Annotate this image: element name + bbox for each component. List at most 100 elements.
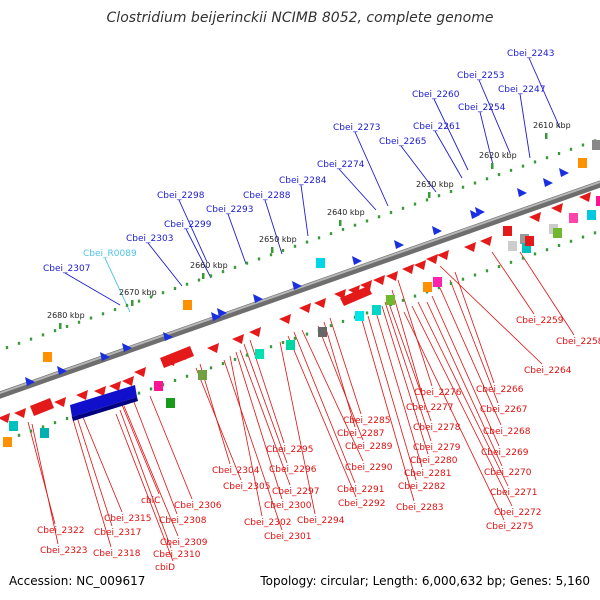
bottom-label-leader [229,355,263,517]
gene-block [355,311,364,321]
bottom-label-leader [75,413,113,527]
tick-dot-outer [41,333,45,337]
top-label-leader [400,145,437,193]
bottom-gene-label: Cbei_2259 [516,316,564,326]
backbone-line [0,180,600,399]
tick-dot-outer [497,173,501,177]
bottom-label-leader [149,395,193,500]
forward-gene-arrow [470,210,480,219]
tick-dot-inner [365,311,369,315]
top-label-leader [264,199,283,255]
bottom-label-leader [397,279,433,387]
top-label-leader [519,93,531,159]
top-gene-label: Cbei_2293 [206,205,253,215]
tick-dot-inner [569,239,573,243]
tick-dot-outer [197,278,201,282]
bottom-label-leader [431,295,500,447]
gene-block [183,300,192,310]
reverse-gene-arrow [232,334,244,344]
gene-block [522,243,531,253]
reverse-gene-arrow [314,298,326,308]
reverse-gene-arrow [464,242,476,252]
bottom-gene-label: Cbei_2268 [483,427,531,437]
forward-gene-arrow [543,178,553,187]
label-leader-lines [27,57,575,562]
forward-gene-arrow [217,308,227,317]
bottom-label-leader [426,301,503,467]
bottom-gene-label: Cbei_2272 [494,508,541,518]
bottom-label-leader [329,317,362,415]
tick-dot-outer [89,316,93,320]
gene-block [154,381,163,391]
tick-dot-inner [269,345,273,349]
bottom-label-leader [243,343,288,464]
tick-dot-outer [377,215,381,219]
genome-backbone [0,180,600,399]
bottom-gene-label: Cbei_2266 [476,385,524,395]
bottom-gene-label: cbiC [141,496,160,506]
tick-dot-inner [497,265,501,269]
backbone-highlight [0,181,600,395]
tick-dot-outer [581,143,585,147]
bottom-gene-label: Cbei_2267 [480,405,527,415]
bottom-gene-label: Cbei_2297 [272,487,319,497]
kbp-tick-mark [131,300,134,306]
tick-dot-inner [185,374,189,378]
tick-dot-outer [557,151,561,155]
tick-dot-inner [209,366,213,370]
bottom-gene-label: Cbei_2323 [40,546,87,556]
tick-dot-inner [521,256,525,260]
reverse-gene-arrow [373,275,385,285]
top-label-leader [185,228,212,279]
top-label-leader [434,130,463,179]
tick-dot-outer [473,181,477,185]
tick-dot-outer [521,164,525,168]
top-gene-label: Cbei_2299 [164,220,212,230]
forward-gene-arrow [394,240,404,249]
forward-gene-arrow [57,366,67,375]
bottom-gene-label: Cbei_2317 [94,528,141,538]
bottom-gene-label: Cbei_2318 [93,549,141,559]
bottom-label-leader [411,305,513,507]
tick-dot-outer [77,320,81,324]
tick-dot-outer [137,299,141,303]
top-label-leader [479,111,494,166]
bottom-label-leader [199,363,231,465]
tick-dot-inner [245,353,249,357]
bottom-label-leader [384,301,432,442]
tick-dot-outer [125,303,129,307]
kbp-tick-label: 2670 kbp [119,288,157,297]
top-gene-label: Cbei_2261 [413,122,460,132]
bottom-label-leader [287,335,357,498]
tick-dot-outer [485,177,489,181]
tick-dot-outer [305,240,309,244]
bottom-gene-label: Cbei_2290 [345,463,393,473]
bottom-gene-label: Cbei_2270 [484,468,532,478]
tick-dot-inner [305,332,309,336]
tick-dot-inner [533,252,537,256]
gene-block [508,241,517,251]
tick-dot-outer [185,282,189,286]
map-title: Clostridium beijerinckii NCIMB 8052, com… [106,10,494,26]
gene-block [520,234,529,244]
bottom-label-leader [31,423,59,545]
tick-dot-outer [545,156,549,160]
forward-gene-arrow [163,332,173,341]
bottom-label-leader [385,294,432,422]
bottom-gene-label: Cbei_2269 [481,448,529,458]
tick-dot-outer [365,219,369,223]
bottom-label-leader [519,251,575,336]
tick-dot-outer [65,324,69,328]
tick-dot-inner [593,231,597,235]
bottom-gene-label: Cbei_2277 [406,403,453,413]
bottom-gene-label: Cbei_2300 [264,501,312,511]
tick-dot-inner [401,298,405,302]
tick-dot-outer [233,265,237,269]
kbp-tick-mark [339,220,342,226]
forward-gene-arrow [253,294,263,303]
bottom-gene-label: Cbei_2295 [266,445,313,455]
bottom-gene-label: Cbei_2271 [490,488,537,498]
bottom-label-leader [123,405,179,537]
top-gene-label: Cbei_2247 [498,85,545,95]
tick-dot-inner [293,336,297,340]
